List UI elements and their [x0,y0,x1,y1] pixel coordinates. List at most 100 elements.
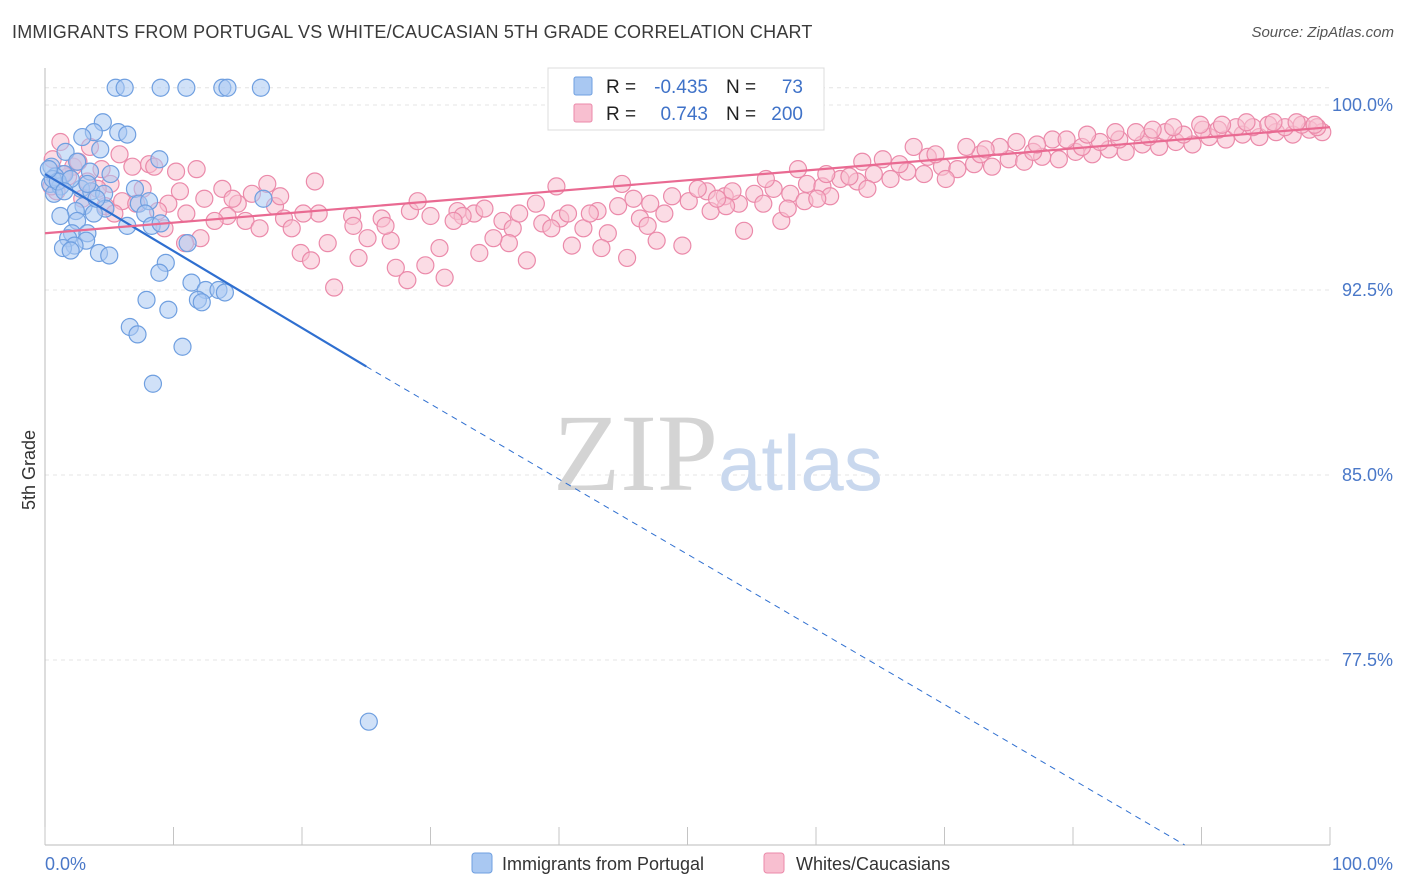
legend-r-label: R = [606,104,636,125]
data-point-white [1057,130,1076,149]
data-point-white [421,206,440,226]
data-point-white [187,160,206,179]
data-point-white [470,243,489,263]
chart-title: IMMIGRANTS FROM PORTUGAL VS WHITE/CAUCAS… [12,22,813,42]
data-point-portugal [182,273,201,292]
y-tick-label: 77.5% [1342,650,1393,670]
data-point-white [271,187,290,206]
data-point-white [638,216,657,235]
data-point-white [170,182,190,201]
data-point-white [301,251,321,270]
data-point-white [444,211,463,231]
data-point-white [250,219,269,238]
data-point-white [853,152,872,171]
y-tick-labels: 100.0% 92.5% 85.0% 77.5% [1332,95,1393,670]
data-point-white [166,162,186,181]
data-point-portugal [51,206,70,226]
trend-line-portugal [44,173,367,368]
data-point-portugal [115,78,134,97]
data-point-white [641,194,660,213]
legend-swatch-white [573,103,593,123]
data-point-white [976,140,995,159]
data-point-white [1212,115,1232,134]
data-point-white [517,251,536,270]
data-point-portugal [100,246,119,265]
data-point-white [1305,115,1324,134]
data-point-white [110,145,129,164]
data-point-white [936,169,955,189]
data-point-white [647,231,666,250]
data-point-white [609,197,628,216]
data-point-portugal [178,234,197,253]
y-axis-title: 5th Grade [19,430,39,510]
data-point-white [205,211,224,231]
x-tick-label: 100.0% [1332,854,1393,874]
legend-n-label: N = [726,104,756,125]
data-point-white [707,189,727,208]
data-point-white [904,137,923,157]
legend-n-value-portugal: 73 [782,77,803,98]
data-point-portugal [218,78,237,97]
source-credit: Source: ZipAtlas.com [1251,24,1394,41]
y-tick-label: 100.0% [1332,95,1393,115]
data-point-portugal [128,325,147,344]
data-point-portugal [215,283,234,302]
data-point-white [624,189,643,208]
legend-label-portugal: Immigrants from Portugal [502,854,704,874]
data-point-white [655,204,674,223]
data-point-white [398,271,417,290]
data-point-white [1264,113,1283,132]
axes [44,68,1331,846]
data-point-portugal [91,140,110,159]
legend-swatch-white [763,852,785,874]
data-point-white [1049,150,1068,169]
data-point-white [1164,118,1183,137]
data-point-portugal [118,125,137,144]
x-tick-label: 0.0% [45,854,86,874]
data-point-white [526,194,545,213]
series-legend: Immigrants from Portugal Whites/Caucasia… [471,852,950,874]
data-point-white [123,157,142,176]
data-point-white [612,174,632,194]
data-point-portugal [254,189,273,208]
data-point-portugal [101,164,120,184]
data-point-white [325,278,344,297]
legend-r-value-portugal: -0.435 [654,77,708,98]
watermark-atlas: atlas [718,419,883,507]
data-point-white [416,256,435,275]
data-point-white [673,236,692,255]
data-point-white [376,216,395,235]
data-point-white [688,179,707,198]
data-point-white [484,229,503,248]
stats-legend-box [547,67,825,131]
legend-label-white: Whites/Caucasians [796,854,950,874]
data-point-portugal [137,290,156,309]
data-point-white [797,174,817,194]
data-point-portugal [151,78,170,97]
data-point-white [754,194,773,213]
data-point-white [558,204,578,223]
legend-swatch-portugal [471,852,493,874]
data-point-portugal [39,160,58,179]
data-point-portugal [73,127,92,147]
data-point-portugal [56,142,75,161]
data-point-white [430,238,449,258]
data-point-white [734,221,754,240]
data-point-white [1143,120,1162,139]
data-point-white [475,199,494,218]
data-point-white [309,204,328,223]
data-point-white [1007,132,1026,152]
data-point-white [1237,113,1256,132]
data-point-white [305,172,324,191]
data-point-white [499,234,518,253]
data-point-white [580,204,599,223]
data-point-white [592,238,611,258]
legend-n-value-white: 200 [771,104,803,125]
data-point-white [948,160,967,179]
legend-r-value-white: 0.743 [660,104,708,125]
trend-line-portugal-extrapolated [365,366,1186,846]
data-point-white [1106,123,1125,142]
data-point-white [881,169,900,189]
data-point-portugal [192,293,211,312]
